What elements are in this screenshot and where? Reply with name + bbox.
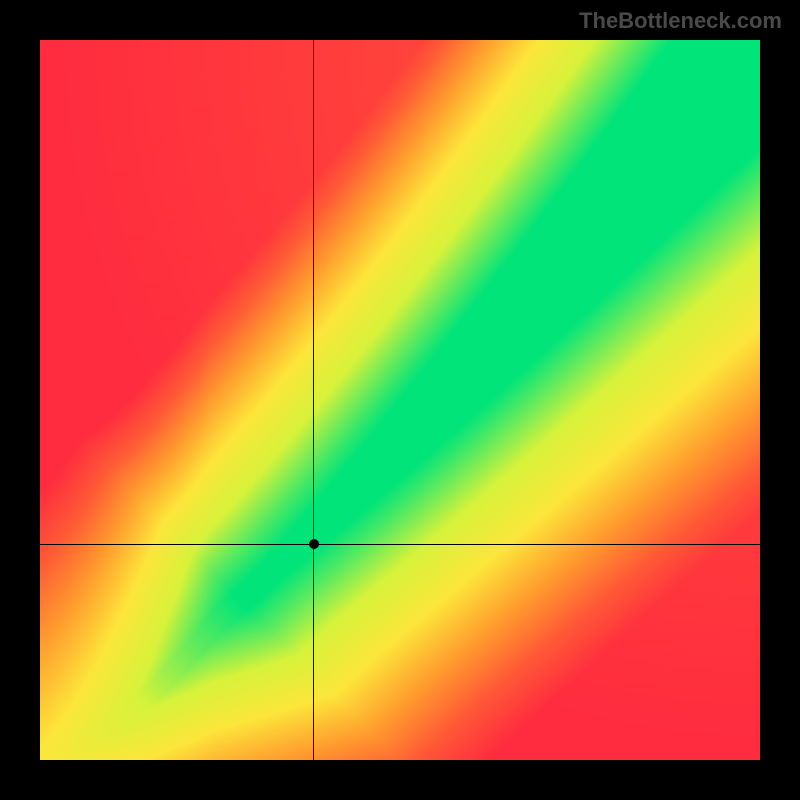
selection-marker[interactable] <box>309 539 319 549</box>
heatmap-canvas <box>40 40 760 760</box>
heatmap-chart <box>40 40 760 760</box>
crosshair-vertical <box>313 40 314 760</box>
crosshair-horizontal <box>40 544 760 545</box>
watermark-text: TheBottleneck.com <box>579 8 782 34</box>
